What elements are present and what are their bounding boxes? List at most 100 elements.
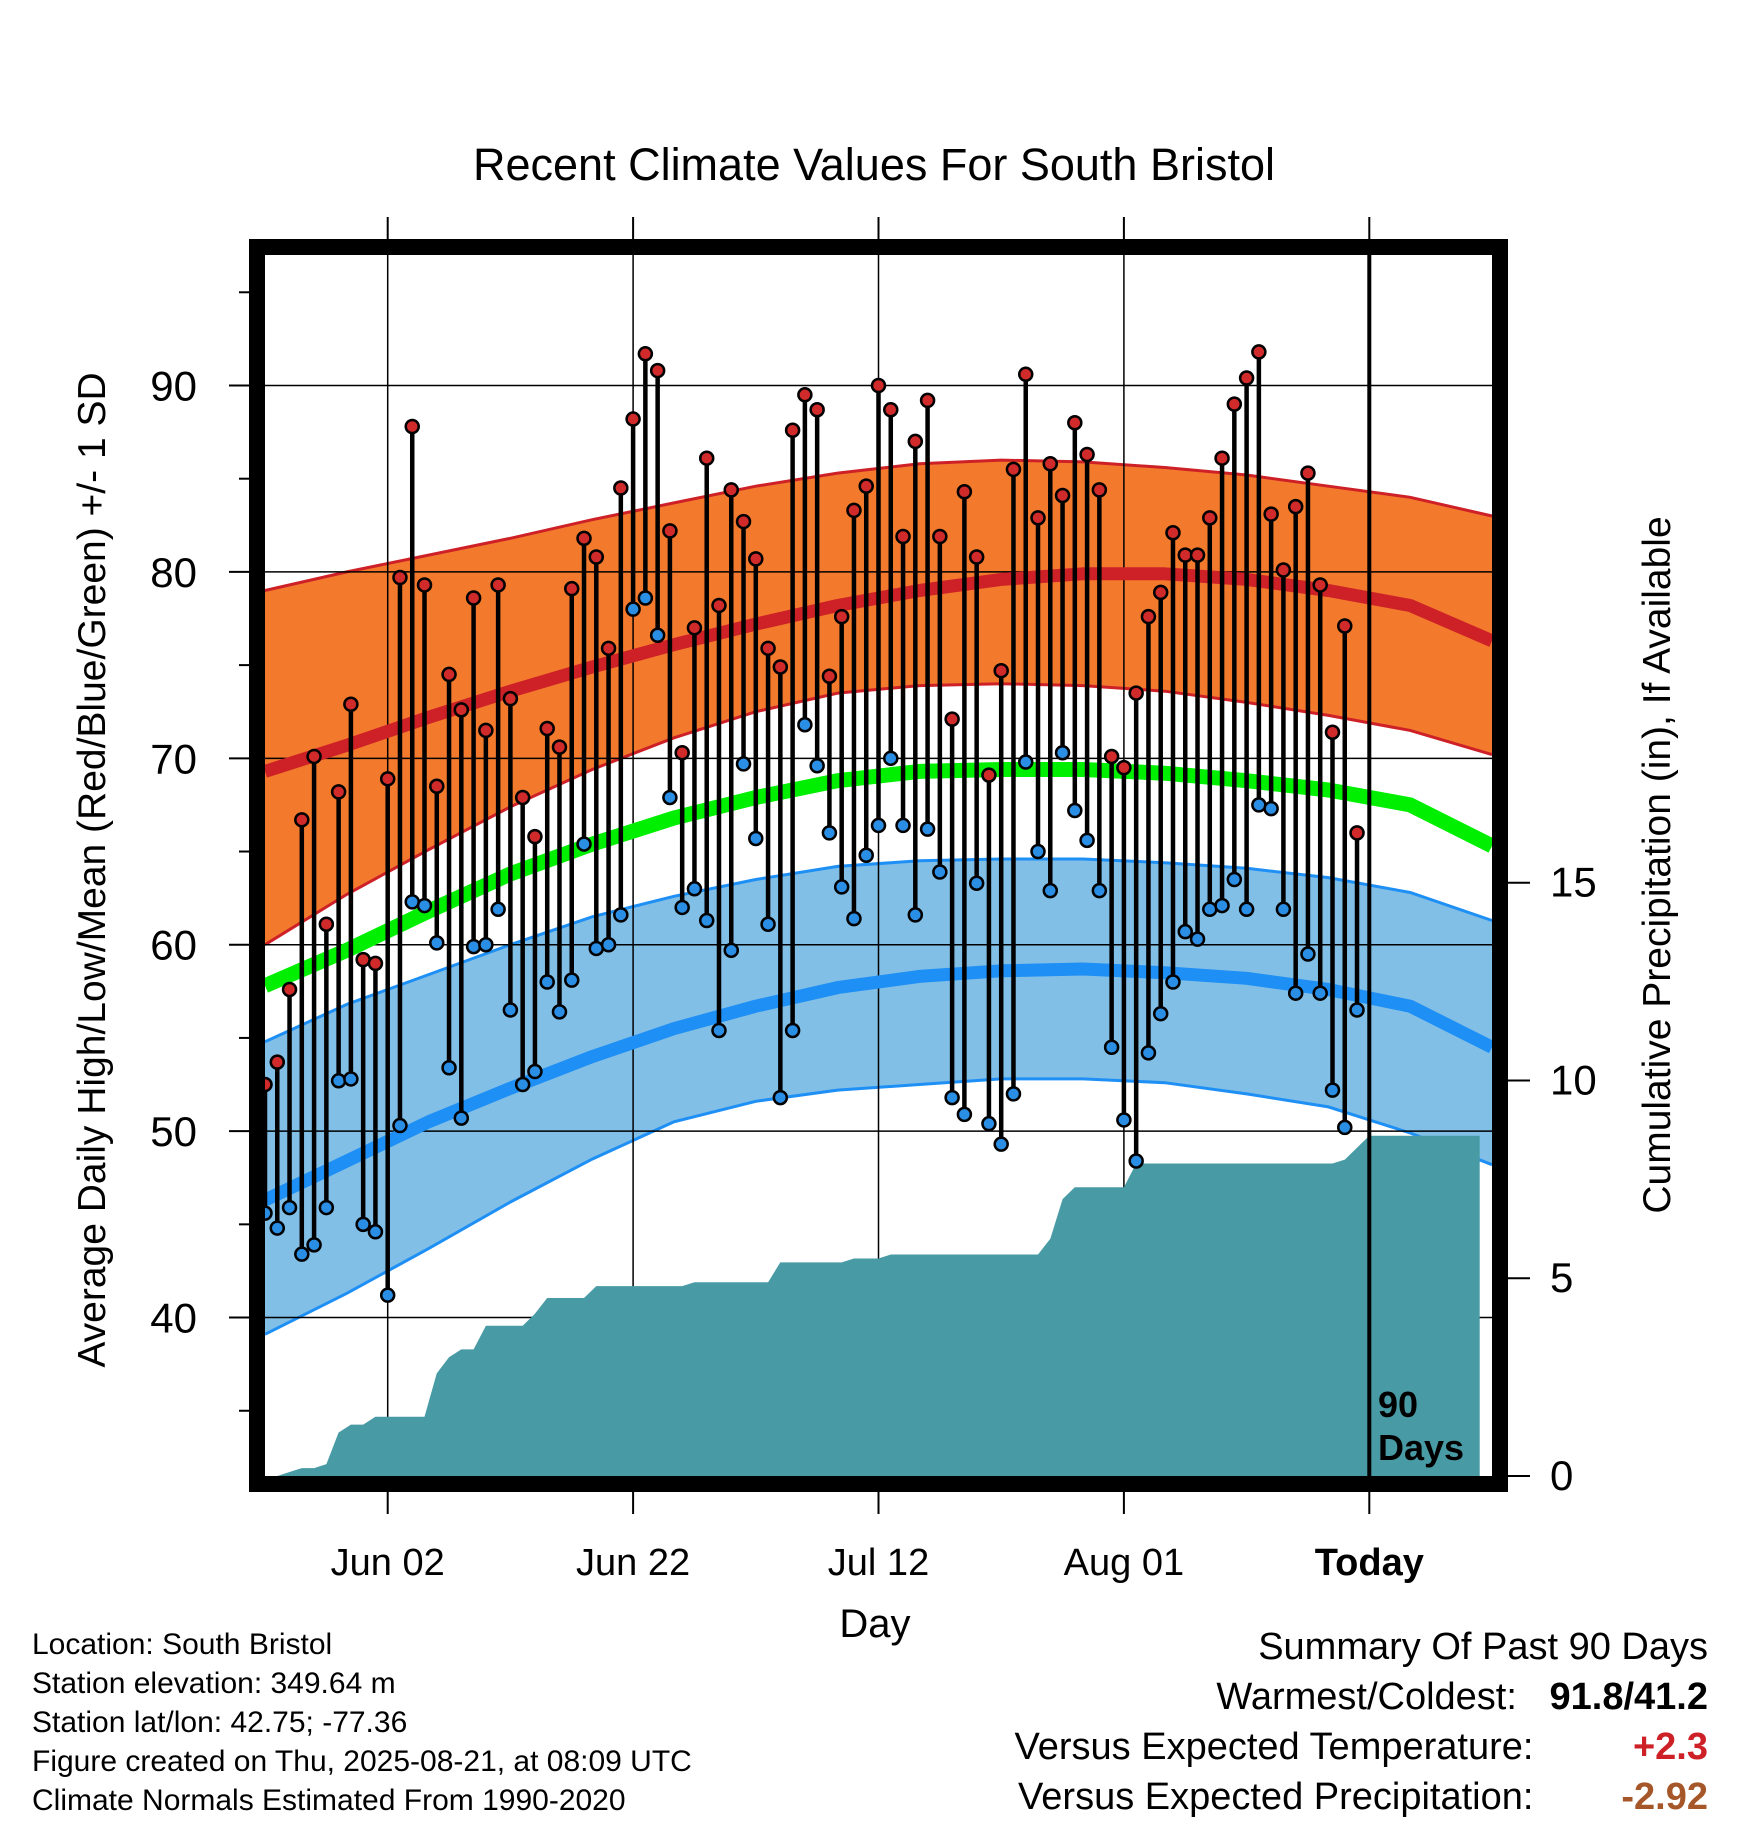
daily-high-point bbox=[1226, 396, 1243, 412]
daily-high-point bbox=[1103, 748, 1120, 765]
info-latlon: Station lat/lon: 42.75; -77.36 bbox=[32, 1706, 408, 1739]
daily-low-point bbox=[821, 825, 838, 841]
daily-high-point bbox=[539, 720, 555, 737]
daily-low-point bbox=[1042, 882, 1059, 899]
daily-low-point bbox=[1214, 897, 1230, 914]
daily-low-point bbox=[1238, 901, 1255, 918]
info-created: Figure created on Thu, 2025-08-21, at 08… bbox=[32, 1745, 692, 1778]
daily-high-point bbox=[907, 433, 924, 450]
daily-high-point bbox=[625, 411, 641, 427]
daily-low-point bbox=[1116, 1112, 1132, 1128]
daily-low-point bbox=[686, 881, 703, 897]
daily-low-point bbox=[797, 717, 813, 733]
y-left-tick-label: 80 bbox=[150, 549, 197, 596]
daily-high-point bbox=[576, 530, 592, 547]
daily-high-point bbox=[527, 828, 543, 845]
daily-low-point bbox=[1128, 1153, 1144, 1169]
daily-low-point bbox=[858, 847, 874, 863]
y-left-tick-label: 40 bbox=[150, 1295, 197, 1342]
daily-high-point bbox=[294, 812, 310, 828]
daily-high-point bbox=[662, 523, 678, 539]
daily-low-point bbox=[1300, 946, 1316, 962]
y-right-tick-label: 10 bbox=[1550, 1056, 1597, 1103]
daily-low-point bbox=[478, 936, 494, 953]
daily-high-point bbox=[1275, 562, 1292, 578]
info-normals: Climate Normals Estimated From 1990-2020 bbox=[32, 1784, 626, 1817]
daily-low-point bbox=[1324, 1082, 1341, 1098]
daily-high-point bbox=[1263, 506, 1279, 522]
daily-high-point bbox=[502, 690, 519, 707]
daily-low-point bbox=[1312, 985, 1328, 1001]
daily-high-point bbox=[367, 955, 384, 972]
daily-low-point bbox=[367, 1224, 384, 1240]
daily-high-point bbox=[1287, 498, 1304, 515]
daily-low-point bbox=[441, 1060, 457, 1076]
daily-high-point bbox=[1214, 450, 1230, 466]
daily-low-point bbox=[735, 756, 752, 772]
cumulative-precip-area bbox=[265, 1135, 1480, 1476]
warm-cold-value: 91.8/41.2 bbox=[1550, 1672, 1709, 1722]
daily-high-point bbox=[379, 771, 396, 787]
daily-high-point bbox=[809, 401, 825, 418]
daily-low-point bbox=[1091, 882, 1108, 899]
daily-low-point bbox=[1177, 923, 1193, 940]
daily-high-point bbox=[686, 620, 703, 636]
daily-low-point bbox=[870, 817, 887, 834]
daily-high-point bbox=[1300, 465, 1316, 481]
info-location: Location: South Bristol bbox=[32, 1628, 333, 1661]
daily-high-point bbox=[772, 659, 789, 675]
daily-low-point bbox=[1275, 901, 1292, 918]
x-tick-label: Jun 22 bbox=[576, 1542, 690, 1584]
daily-low-point bbox=[1263, 800, 1279, 817]
daily-low-point bbox=[539, 974, 555, 990]
daily-high-point bbox=[858, 478, 874, 494]
daily-high-point bbox=[588, 549, 605, 565]
daily-high-point bbox=[649, 362, 666, 379]
daily-low-point bbox=[355, 1216, 371, 1233]
daily-low-point bbox=[981, 1115, 997, 1132]
daily-high-point bbox=[564, 580, 580, 597]
daily-low-point bbox=[318, 1199, 335, 1216]
summary-temp-row: Versus Expected Temperature: +2.3 bbox=[1015, 1722, 1708, 1772]
daily-high-point bbox=[821, 668, 838, 685]
daily-low-point bbox=[846, 910, 862, 927]
x-tick-label: Jul 12 bbox=[828, 1542, 929, 1584]
daily-high-point bbox=[416, 577, 433, 593]
y-right-tick-label: 0 bbox=[1550, 1452, 1573, 1499]
y-right-tick-label: 5 bbox=[1550, 1254, 1573, 1301]
daily-low-point bbox=[330, 1073, 347, 1089]
daily-high-point bbox=[674, 744, 690, 761]
daily-low-point bbox=[1349, 1002, 1365, 1018]
daily-high-point bbox=[846, 502, 862, 519]
daily-high-point bbox=[1202, 510, 1218, 526]
daily-high-point bbox=[343, 696, 359, 713]
daily-low-point bbox=[392, 1117, 408, 1134]
daily-low-point bbox=[1152, 1005, 1169, 1022]
warm-cold-separator: / bbox=[1623, 1676, 1635, 1718]
y-right-tick-label: 15 bbox=[1550, 859, 1597, 906]
daily-low-point bbox=[1054, 744, 1071, 761]
daily-low-point bbox=[564, 972, 580, 988]
daily-low-point bbox=[748, 830, 764, 847]
x-tick-label: Jun 02 bbox=[331, 1542, 445, 1584]
daily-high-point bbox=[441, 666, 457, 683]
daily-low-point bbox=[1226, 871, 1243, 888]
daily-low-point bbox=[907, 907, 924, 923]
daily-high-point bbox=[453, 702, 470, 718]
daily-low-point bbox=[294, 1246, 310, 1262]
daily-low-point bbox=[772, 1089, 789, 1106]
daily-low-point bbox=[637, 590, 654, 606]
daily-low-point bbox=[649, 627, 666, 644]
warmest-value: 91.8 bbox=[1549, 1676, 1624, 1718]
coldest-value: 41.2 bbox=[1634, 1676, 1708, 1718]
daily-low-point bbox=[809, 758, 825, 774]
daily-high-point bbox=[797, 387, 813, 403]
daily-low-point bbox=[674, 899, 690, 916]
daily-high-point bbox=[760, 640, 776, 657]
daily-low-point bbox=[662, 789, 678, 806]
daily-low-point bbox=[1017, 754, 1034, 770]
chart-title: Recent Climate Values For South Bristol bbox=[473, 139, 1275, 190]
daily-low-point bbox=[993, 1136, 1009, 1152]
daily-high-point bbox=[1312, 577, 1328, 593]
